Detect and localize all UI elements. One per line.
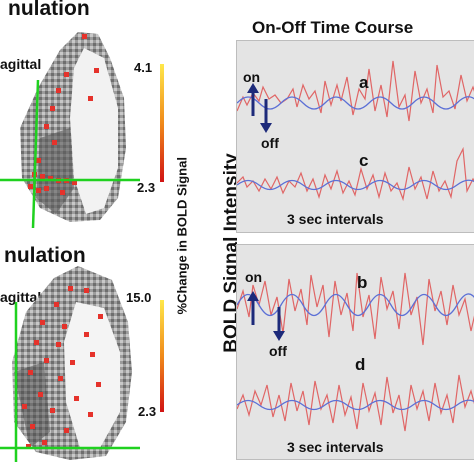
trace-a-model: [237, 96, 474, 110]
bottom-off-arrow: [273, 307, 285, 341]
top-scale-max: 4.1: [134, 60, 153, 75]
bottom-scale-max: 15.0: [126, 290, 152, 305]
top-on-label: on: [243, 69, 261, 85]
bottom-interval-label: 3 sec intervals: [287, 439, 384, 455]
bottom-section-title: nulation: [4, 244, 86, 267]
bottom-colorbar: [160, 300, 164, 412]
bottom-traces: [237, 272, 474, 432]
time-course-title: On-Off Time Course: [252, 18, 414, 37]
trace-c-label: c: [359, 151, 369, 170]
bottom-crosshair: [0, 302, 140, 462]
trace-d-label: d: [355, 355, 366, 374]
bottom-brain-slice: [0, 266, 140, 462]
trace-b-signal: [237, 272, 474, 346]
trace-b-label: b: [357, 273, 368, 292]
bottom-on-arrow: [247, 291, 259, 325]
bottom-time-course-panel: on off b d 3 sec intervals: [236, 244, 474, 460]
bottom-on-label: on: [245, 269, 263, 285]
top-scale-min: 2.3: [137, 180, 156, 195]
top-traces: [237, 60, 474, 202]
bottom-view-label: agittal: [0, 289, 42, 305]
top-off-arrow: [260, 99, 272, 133]
trace-a-label: a: [359, 73, 369, 92]
top-off-label: off: [261, 135, 279, 151]
bottom-activation-voxels: [22, 286, 103, 449]
top-time-course-panel: on off a c 3 sec intervals: [236, 40, 474, 233]
bottom-off-label: off: [269, 343, 287, 359]
trace-d-signal: [237, 374, 474, 432]
top-crosshair: [0, 79, 140, 228]
trace-c-signal: [237, 146, 474, 202]
trace-a-signal: [237, 60, 474, 122]
trace-d-model: [237, 399, 474, 411]
top-brain-slice: [0, 32, 140, 228]
bottom-scale-min: 2.3: [138, 404, 157, 419]
trace-c-model: [237, 179, 474, 191]
top-interval-label: 3 sec intervals: [287, 211, 384, 227]
top-on-arrow: [247, 83, 259, 116]
top-colorbar: [160, 64, 164, 182]
colorbar-label: %Change in BOLD Signal: [174, 157, 190, 315]
top-view-label: agittal: [0, 56, 42, 72]
top-section-title: nulation: [8, 0, 90, 20]
